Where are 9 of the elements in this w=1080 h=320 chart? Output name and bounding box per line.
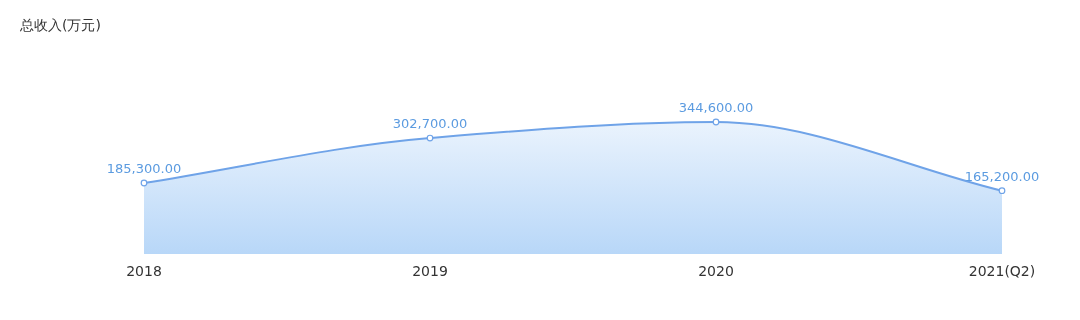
data-label: 344,600.00 xyxy=(678,100,754,115)
x-tick-label: 2021(Q2) xyxy=(968,263,1036,279)
data-label: 185,300.00 xyxy=(106,161,182,177)
data-label: 302,700.00 xyxy=(392,116,468,132)
x-tick-label: 2020 xyxy=(698,263,734,279)
x-tick-label: 2019 xyxy=(412,263,448,279)
text: 总收入(万元) xyxy=(19,17,101,33)
data-label: 165,200.00 xyxy=(964,168,1040,184)
x-tick-label: 2018 xyxy=(126,263,162,279)
